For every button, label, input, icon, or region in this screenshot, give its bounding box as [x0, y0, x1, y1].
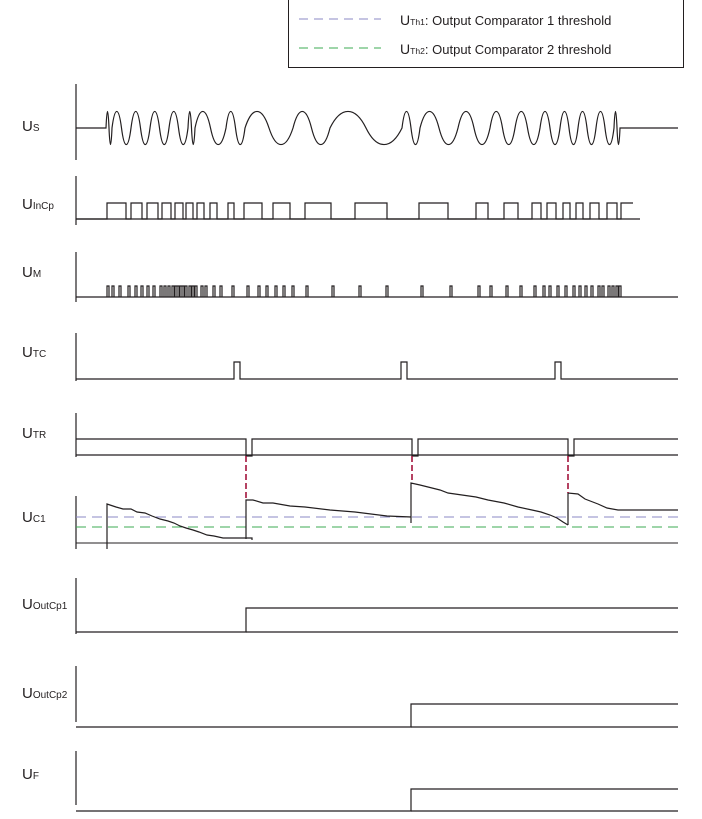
trace-uf	[76, 788, 678, 812]
legend-item-th2: UTh2: Output Comparator 2 threshold	[289, 36, 683, 58]
trace-um	[76, 285, 678, 298]
trace-uc1	[106, 482, 678, 549]
label-us: US	[22, 118, 40, 135]
label-uoutcp1: UOutCp1	[22, 596, 68, 613]
trace-uoutcp1	[76, 607, 678, 633]
trace-uoutcp2	[76, 703, 678, 728]
trace-utc	[76, 361, 678, 380]
label-uf: UF	[22, 766, 39, 783]
trace-uincp	[76, 202, 633, 220]
trace-utr-high	[76, 438, 678, 457]
legend-box: UTh1: Output Comparator 1 threshold UTh2…	[288, 0, 684, 68]
label-um: UM	[22, 264, 42, 281]
legend-label-th1: UTh1: Output Comparator 1 threshold	[400, 12, 612, 28]
trace-us	[76, 110, 678, 146]
label-uincp: UInCp	[22, 196, 54, 213]
label-utr: UTR	[22, 425, 47, 442]
label-utc: UTC	[22, 344, 47, 361]
label-uc1: UC1	[22, 509, 46, 526]
legend-item-th1: UTh1: Output Comparator 1 threshold	[289, 7, 683, 29]
legend-label-th2: UTh2: Output Comparator 2 threshold	[400, 41, 612, 57]
label-uoutcp2: UOutCp2	[22, 685, 68, 702]
